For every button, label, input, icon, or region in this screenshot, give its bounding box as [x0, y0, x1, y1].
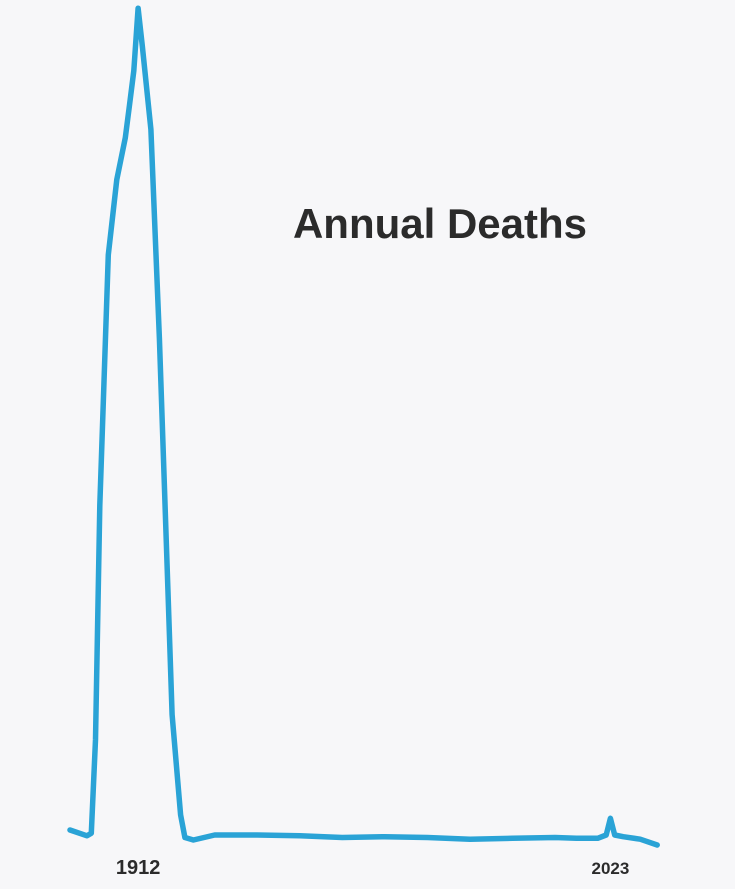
x-axis-ticks: 1912 2023 — [116, 857, 629, 879]
series-line-0 — [67, 5, 660, 848]
series-group — [67, 5, 660, 848]
x-tick-label-2023: 2023 — [591, 859, 629, 878]
x-tick-label-1912: 1912 — [116, 857, 161, 879]
chart-title: Annual Deaths — [293, 200, 587, 247]
